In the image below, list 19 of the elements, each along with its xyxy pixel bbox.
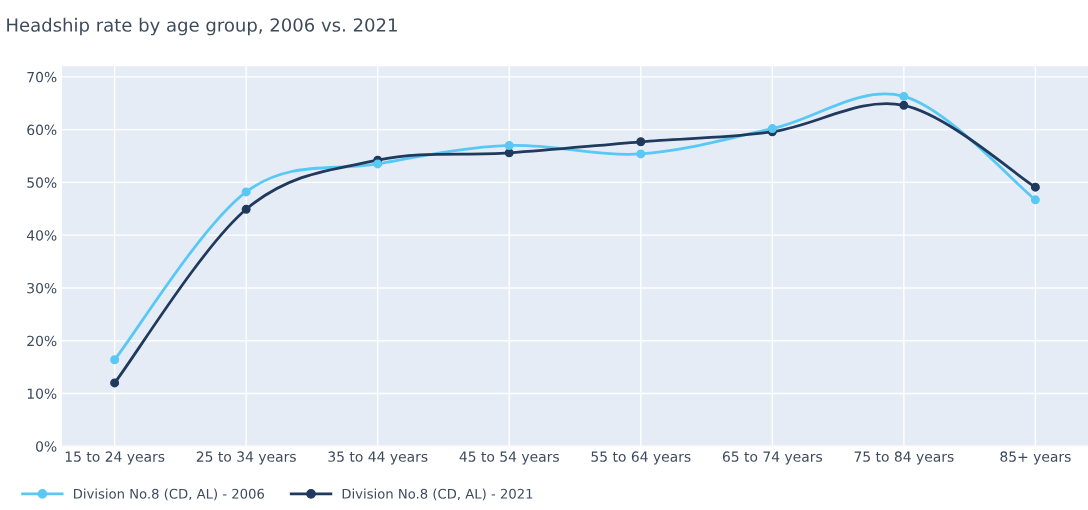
y-tick-label: 20% <box>27 335 57 347</box>
legend-label: Division No.8 (CD, AL) - 2021 <box>342 488 533 501</box>
x-tick-label: 65 to 74 years <box>722 451 823 465</box>
x-tick-label: 25 to 34 years <box>196 451 296 465</box>
y-tick-label: 50% <box>27 177 57 188</box>
x-tick-label: 75 to 84 years <box>854 451 954 465</box>
y-tick-label: 40% <box>26 230 57 241</box>
chart-title: Headship rate by age group, 2006 vs. 2021 <box>7 17 397 36</box>
y-tick-label: 0% <box>36 441 57 452</box>
y-tick-label: 30% <box>27 282 57 294</box>
x-tick-label: 85+ years <box>1000 451 1071 465</box>
x-tick-label: 55 to 64 years <box>591 451 691 465</box>
legend-label: Division No.8 (CD, AL) - 2006 <box>74 488 265 501</box>
y-tick-label: 70% <box>27 71 57 83</box>
x-tick-label: 15 to 24 years <box>65 451 165 465</box>
y-tick-label: 10% <box>27 388 57 399</box>
x-tick-label: 35 to 44 years <box>328 451 428 465</box>
x-tick-label: 45 to 54 years <box>459 451 559 465</box>
y-tick-label: 60% <box>27 124 57 136</box>
